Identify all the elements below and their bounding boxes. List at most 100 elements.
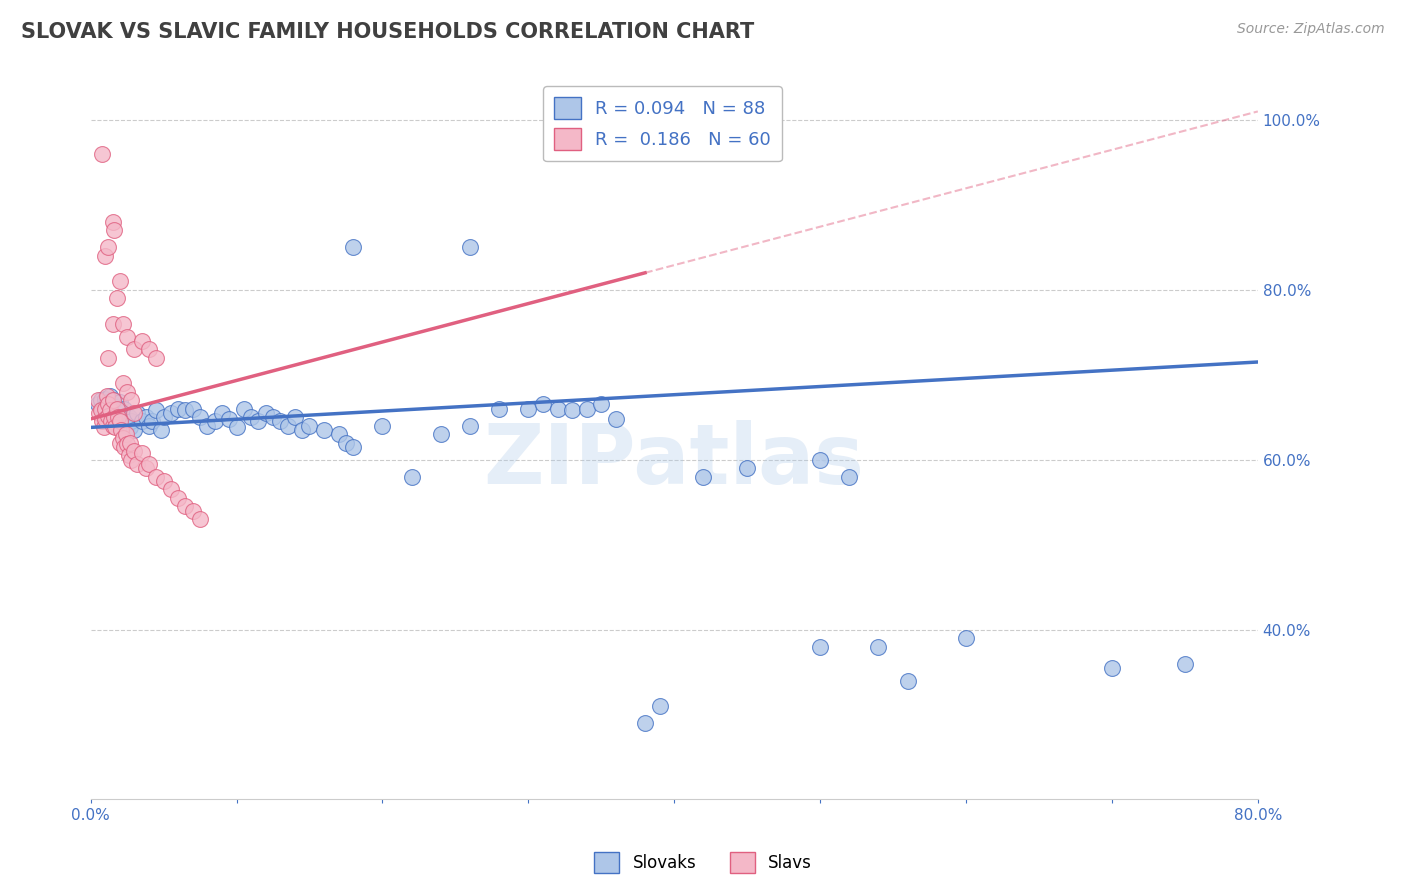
Point bbox=[342, 240, 364, 254]
Point bbox=[93, 420, 115, 434]
Point bbox=[94, 392, 117, 406]
Point bbox=[458, 418, 481, 433]
Point bbox=[517, 401, 540, 416]
Point bbox=[105, 401, 128, 416]
Point bbox=[127, 457, 149, 471]
Point bbox=[111, 406, 134, 420]
Point bbox=[648, 698, 671, 713]
Point bbox=[110, 414, 132, 428]
Point bbox=[247, 414, 270, 428]
Point bbox=[94, 249, 117, 263]
Point bbox=[97, 240, 120, 254]
Point bbox=[167, 491, 190, 505]
Point bbox=[167, 401, 190, 416]
Point bbox=[91, 414, 114, 428]
Point bbox=[141, 414, 163, 428]
Point bbox=[108, 274, 131, 288]
Point bbox=[115, 437, 138, 451]
Point bbox=[240, 410, 263, 425]
Point bbox=[897, 673, 920, 688]
Point bbox=[108, 395, 131, 409]
Point bbox=[160, 483, 183, 497]
Point bbox=[96, 395, 118, 409]
Point bbox=[145, 469, 167, 483]
Point bbox=[108, 403, 131, 417]
Point bbox=[145, 351, 167, 365]
Point bbox=[121, 414, 143, 428]
Point bbox=[101, 418, 124, 433]
Point bbox=[955, 631, 977, 645]
Point bbox=[96, 389, 118, 403]
Point bbox=[124, 444, 146, 458]
Point bbox=[98, 403, 121, 417]
Point bbox=[90, 393, 112, 408]
Point bbox=[97, 414, 120, 428]
Point bbox=[93, 406, 115, 420]
Point bbox=[111, 317, 134, 331]
Point bbox=[174, 500, 197, 514]
Point bbox=[117, 449, 139, 463]
Point bbox=[107, 418, 129, 433]
Point bbox=[1101, 661, 1123, 675]
Text: SLOVAK VS SLAVIC FAMILY HOUSEHOLDS CORRELATION CHART: SLOVAK VS SLAVIC FAMILY HOUSEHOLDS CORRE… bbox=[21, 22, 755, 42]
Point bbox=[174, 403, 197, 417]
Point bbox=[561, 403, 583, 417]
Point bbox=[105, 291, 128, 305]
Point bbox=[118, 435, 141, 450]
Point bbox=[101, 393, 124, 408]
Point bbox=[188, 512, 211, 526]
Point bbox=[115, 329, 138, 343]
Legend: R = 0.094   N = 88, R =  0.186   N = 60: R = 0.094 N = 88, R = 0.186 N = 60 bbox=[543, 87, 782, 161]
Point bbox=[112, 401, 135, 416]
Point bbox=[342, 440, 364, 454]
Point bbox=[112, 440, 135, 454]
Point bbox=[160, 406, 183, 420]
Point bbox=[111, 432, 134, 446]
Point bbox=[89, 406, 111, 420]
Point bbox=[97, 351, 120, 365]
Point bbox=[94, 410, 117, 425]
Point bbox=[121, 393, 143, 408]
Point bbox=[108, 414, 131, 428]
Point bbox=[107, 410, 129, 425]
Point bbox=[225, 420, 247, 434]
Point bbox=[100, 401, 122, 416]
Point bbox=[269, 414, 291, 428]
Point bbox=[401, 469, 423, 483]
Point bbox=[87, 393, 110, 408]
Point bbox=[152, 410, 174, 425]
Point bbox=[218, 412, 240, 426]
Point bbox=[103, 406, 125, 420]
Point bbox=[204, 414, 226, 428]
Point bbox=[104, 420, 127, 434]
Point bbox=[531, 397, 554, 411]
Point bbox=[138, 343, 160, 357]
Point bbox=[103, 223, 125, 237]
Point bbox=[181, 503, 204, 517]
Point bbox=[284, 410, 307, 425]
Text: ZIPatlas: ZIPatlas bbox=[484, 419, 865, 500]
Point bbox=[138, 457, 160, 471]
Point bbox=[135, 410, 157, 425]
Point bbox=[124, 406, 146, 420]
Point bbox=[110, 423, 132, 437]
Point bbox=[115, 418, 138, 433]
Point bbox=[591, 397, 613, 411]
Point bbox=[101, 412, 124, 426]
Point bbox=[152, 474, 174, 488]
Point bbox=[97, 409, 120, 423]
Point bbox=[114, 427, 136, 442]
Point bbox=[430, 427, 453, 442]
Point bbox=[145, 403, 167, 417]
Point bbox=[100, 414, 122, 428]
Point bbox=[105, 410, 128, 425]
Point bbox=[181, 401, 204, 416]
Point bbox=[94, 401, 117, 416]
Point bbox=[291, 423, 314, 437]
Point bbox=[94, 412, 117, 426]
Point bbox=[312, 423, 335, 437]
Point bbox=[104, 400, 127, 414]
Point bbox=[111, 376, 134, 391]
Point bbox=[808, 452, 831, 467]
Point bbox=[488, 401, 510, 416]
